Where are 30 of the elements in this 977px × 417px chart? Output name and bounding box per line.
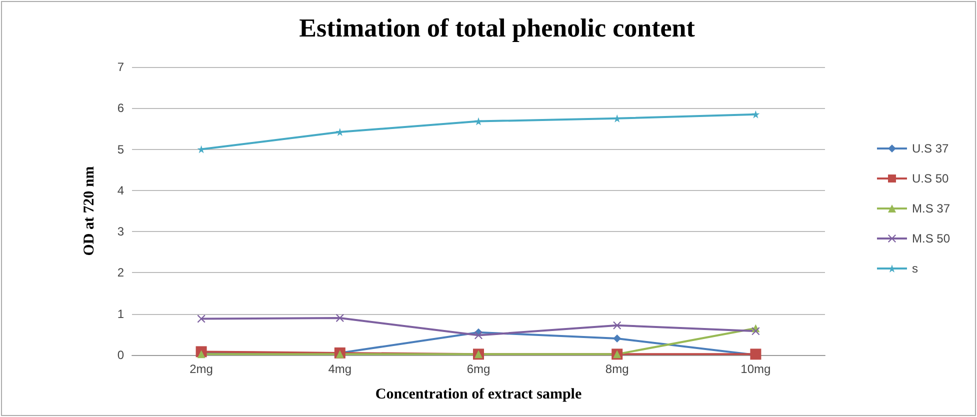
point [336,314,344,322]
y-tick-label: 6 [117,101,124,116]
x-tick-label: 4mg [328,362,352,376]
legend-label: U.S 50 [912,172,949,186]
x-axis-title: Concentration of extract sample [375,386,582,402]
y-tick-label: 7 [117,60,124,74]
y-tick-label: 5 [117,142,124,156]
chart-title: Estimation of total phenolic content [299,14,696,42]
y-tick-label: 3 [117,224,124,239]
y-tick-label: 2 [117,266,124,280]
point [613,334,622,343]
point [197,314,206,323]
point [474,331,482,340]
y-tick-label: 1 [117,306,124,321]
point [613,321,622,330]
y-tick-label: 0 [117,348,124,362]
point [752,110,760,118]
y-tick-label: 4 [117,183,124,198]
x-tick-label: 10mg [740,362,771,376]
x-tick-label: 8mg [605,362,629,376]
point [752,327,760,336]
legend-label: M.S 50 [912,232,950,246]
legend-label: s [912,262,918,276]
x-tick-label: 2mg [190,362,213,376]
y-axis-title: OD at 720 nm [82,166,98,256]
x-tick-label: 6mg [466,362,490,376]
point [750,348,762,360]
legend-label: U.S 37 [912,142,949,156]
legend-label: M.S 37 [912,202,950,216]
point [474,117,482,126]
